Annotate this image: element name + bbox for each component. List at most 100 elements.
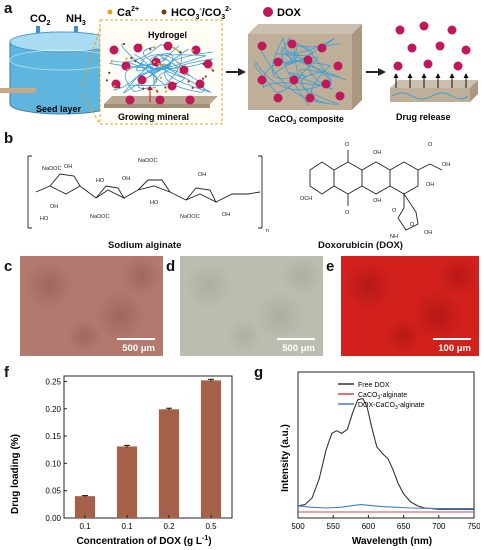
alg-group-1: NaOOC	[42, 166, 62, 172]
chart-g-legend-label: CaCO3-alginate	[358, 392, 407, 401]
ion-dot	[173, 47, 176, 50]
legend-dox: DOX	[277, 7, 302, 19]
ion-dot	[211, 69, 215, 72]
ion-dot	[134, 60, 137, 63]
panel-f-letter: f	[4, 364, 9, 381]
chart-g-xtick-label: 750	[467, 522, 480, 531]
dox-particle	[155, 95, 165, 105]
dox-particle	[321, 79, 331, 89]
scale-label-c: 500 μm	[122, 343, 155, 354]
dox-group-12: OH	[424, 230, 432, 236]
chart-f-xtick-label: 0.1	[79, 522, 91, 531]
ion-dot	[159, 76, 162, 79]
released-dox-particle	[453, 61, 463, 71]
ion-dot	[108, 71, 111, 74]
ion-dot	[183, 73, 186, 76]
dox-particle	[335, 91, 345, 101]
ion-dot	[202, 62, 205, 66]
alg-group-5: HO	[96, 178, 105, 184]
alg-group-8: OH	[198, 172, 206, 178]
ion-dot	[149, 48, 152, 51]
chart-f-ytick-label: 0.05	[45, 487, 61, 496]
co2-label: CO2	[30, 13, 51, 27]
fiber	[254, 45, 333, 91]
released-dox-particle	[395, 25, 405, 35]
panel-a-letter: a	[4, 0, 13, 17]
composite-cube	[248, 24, 362, 110]
seed-layer-label: Seed layer	[36, 104, 82, 114]
alg-group-7: HO	[150, 200, 159, 206]
dox-particle	[273, 57, 283, 67]
dox-particle	[305, 93, 315, 103]
chart-f-frame	[63, 375, 233, 519]
chart-f-ylabel: Drug loading (%)	[10, 434, 21, 514]
nh3-label: NH3	[66, 13, 86, 27]
fluorescence-chart: Intensity (a.u.) Wavelength (nm) 500 550 6…	[280, 371, 480, 547]
micrograph-c: 500 μm	[20, 256, 163, 356]
ion-dot	[174, 82, 177, 85]
chart-f-xtick-label: 0.1	[121, 522, 133, 531]
chart-f-ytick-label: 0.20	[45, 405, 61, 414]
released-dox-particle	[447, 25, 457, 35]
alg-group-9: NaOOC	[180, 214, 200, 220]
chart-g-legend-label: DOX-CaCO3-alginate	[358, 402, 425, 411]
dox-particle	[317, 43, 327, 53]
dox-particle	[333, 61, 343, 71]
chart-f-xtick-label: 0.2	[163, 522, 175, 531]
chart-g-series-line	[297, 504, 474, 510]
chart-f-bar	[74, 496, 96, 518]
dox-group-9: OH	[426, 182, 434, 188]
legend-ca: Ca2+	[117, 6, 139, 19]
fiber	[140, 48, 205, 93]
dox-particle	[287, 39, 297, 49]
ion-dot	[164, 90, 168, 93]
chart-g-xlabel: Wavelength (nm)	[352, 536, 432, 547]
ion-dot	[110, 60, 113, 63]
legend-hco3: HCO3-/CO32-	[171, 6, 232, 21]
dox-group-11: NH	[390, 234, 398, 240]
dox-group-5: OCH	[300, 196, 312, 202]
chart-f-bar	[158, 409, 180, 518]
chart-f-xtick-label: 0.5	[205, 522, 217, 531]
chart-g-xtick-label: 600	[362, 522, 376, 531]
released-dox-particle	[435, 41, 445, 51]
hydrogel-fibers	[109, 43, 214, 94]
chart-g-xtick-label: 700	[432, 522, 446, 531]
alg-group-11: NaOOC	[90, 214, 110, 220]
dox-particle	[257, 75, 267, 85]
ion-dot	[187, 80, 190, 83]
ion-dot	[177, 66, 180, 70]
dox-group-4: OH	[442, 162, 450, 168]
dox-group-10: O	[410, 222, 415, 228]
scale-bar-c	[117, 338, 155, 340]
ion-dot	[113, 85, 116, 88]
ion-dot	[126, 68, 130, 71]
panel-d-letter: d	[166, 258, 176, 275]
dox-particle	[121, 61, 131, 71]
chart-f-ytick-label: 0.00	[45, 514, 61, 523]
alg-group-12: OH	[222, 212, 230, 218]
dox-particle	[167, 81, 177, 91]
dox-particle	[125, 95, 135, 105]
micrograph-e: 100 μm	[341, 256, 479, 356]
fiber	[111, 43, 182, 86]
released-dox-particle	[407, 43, 417, 53]
release-slab	[390, 80, 478, 102]
chart-g-legend-label: Free DOX	[358, 382, 390, 389]
fiber	[262, 46, 332, 106]
dox-particle	[257, 41, 267, 51]
chart-g-xtick-label: 500	[291, 522, 305, 531]
released-dox-particle	[423, 59, 433, 69]
chart-f-ytick-label: 0.10	[45, 459, 61, 468]
scale-label-d: 500 μm	[282, 343, 315, 354]
dox-structure: O OH O OH OCH O OH O OH O NH OH	[300, 142, 450, 240]
ion-dot	[142, 87, 145, 90]
ion-dot	[204, 75, 207, 78]
dox-group-3: O	[428, 142, 433, 148]
chart-g-series-line	[297, 397, 474, 510]
arrow-to-release	[366, 68, 386, 76]
dox-particle	[151, 57, 161, 67]
dox-label: Doxorubicin (DOX)	[318, 240, 403, 251]
chart-f-ytick-label: 0.15	[45, 432, 61, 441]
ion-dot	[105, 79, 109, 82]
